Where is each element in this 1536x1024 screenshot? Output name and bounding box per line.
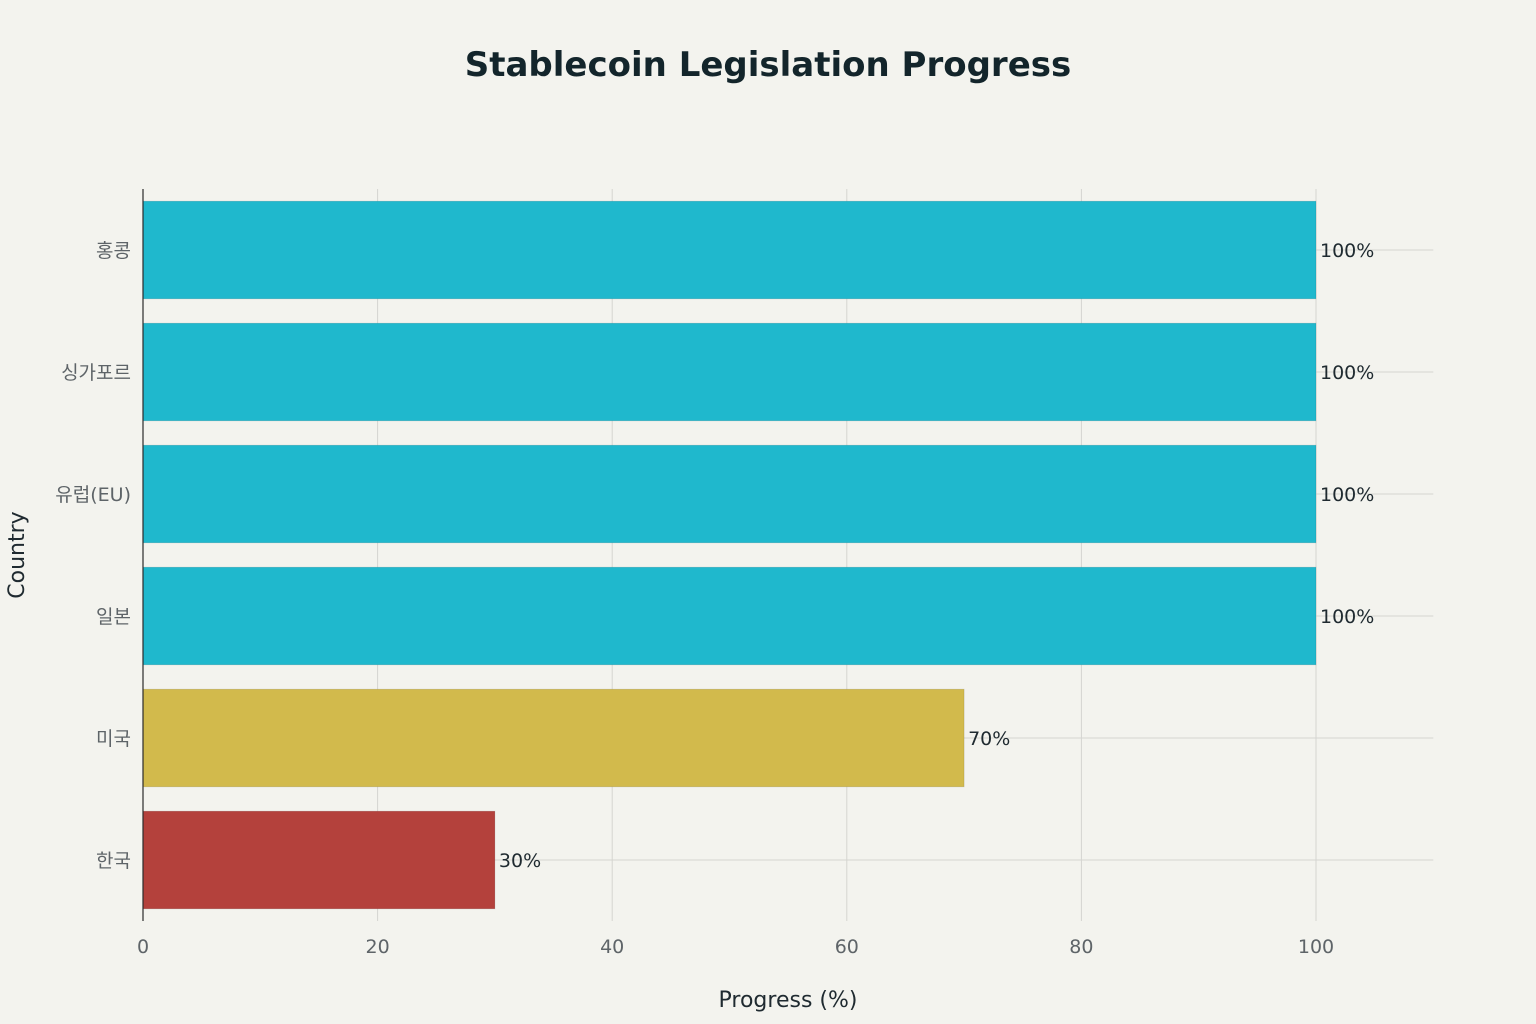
bar-value-label: 100%	[1320, 240, 1374, 262]
bar-value-label: 100%	[1320, 484, 1374, 506]
x-axis-title: Progress (%)	[719, 988, 858, 1013]
y-category-label: 홍콩	[96, 240, 131, 262]
bar-value-label: 30%	[499, 850, 541, 872]
y-category-label: 싱가포르	[61, 362, 131, 384]
x-tick-label: 100	[1298, 936, 1334, 958]
bar-value-label: 100%	[1320, 362, 1374, 384]
bar	[142, 444, 1317, 544]
x-tick-label: 60	[835, 936, 859, 958]
x-tick-label: 80	[1069, 936, 1093, 958]
x-tick-label: 0	[137, 936, 149, 958]
y-axis-title: Country	[5, 511, 30, 598]
y-category-label: 한국	[96, 850, 131, 872]
x-axis-ticks: 0 20 40 60 80 100	[137, 936, 1334, 958]
bar	[142, 566, 1317, 666]
bar	[142, 810, 496, 910]
bar-value-label: 100%	[1320, 606, 1374, 628]
x-tick-label: 40	[600, 936, 624, 958]
y-category-label: 유럽(EU)	[55, 484, 131, 506]
y-category-label: 일본	[96, 606, 131, 628]
bar	[142, 322, 1317, 422]
data-labels: 100% 100% 100% 100% 70% 30%	[499, 240, 1374, 872]
bar	[142, 200, 1317, 300]
chart-title: Stablecoin Legislation Progress	[465, 45, 1072, 85]
x-tick-label: 20	[366, 936, 390, 958]
y-category-label: 미국	[96, 728, 131, 750]
bar	[142, 688, 965, 788]
bars	[142, 200, 1317, 910]
bar-value-label: 70%	[968, 728, 1010, 750]
